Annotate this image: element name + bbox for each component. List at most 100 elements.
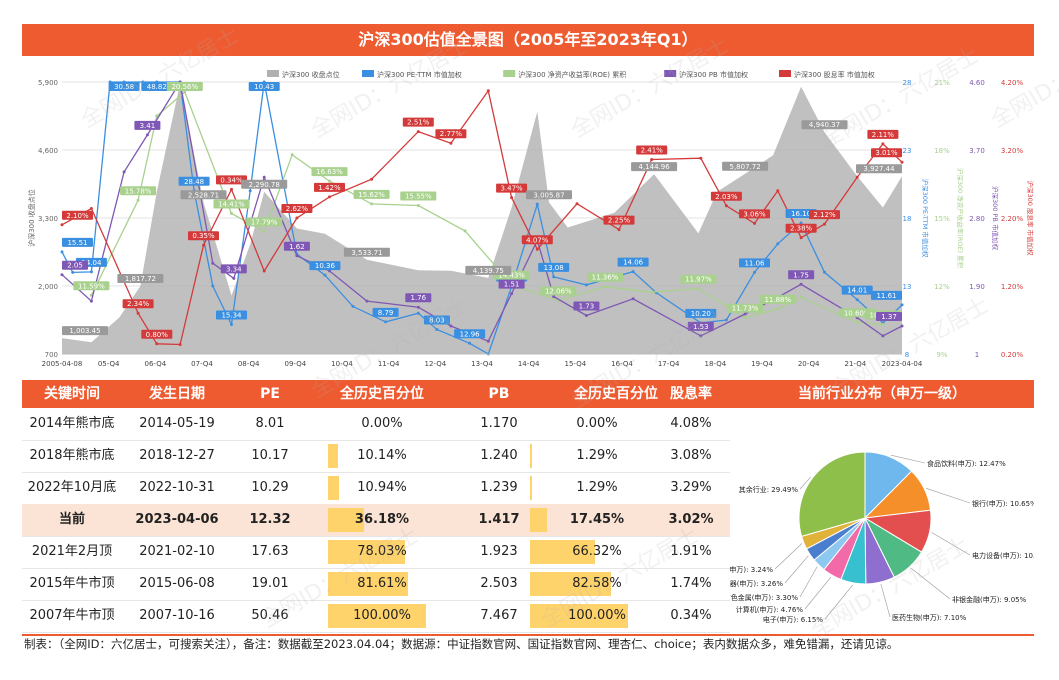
data-label-box [739,209,770,219]
data-label: 14.43% [498,272,525,280]
series-pe-point [584,283,588,287]
data-label-box [122,299,154,309]
series-dy-point [155,342,159,346]
y-axis-label-close: 沪深300 收盘点位 [27,189,36,247]
data-label: 1.53 [693,323,709,331]
series-pe-point [211,284,215,288]
data-label: 1.75 [793,271,809,279]
series-dy-point [416,130,420,134]
footer-note: 制表：（全网ID：六亿居士，可搜索关注），备注：数据截至2023.04.04；数… [24,637,899,651]
table-cell-pe: 50.46 [251,608,289,623]
data-label-box [617,257,649,267]
data-label: 15.78% [125,187,152,195]
series-pb-point [552,295,556,299]
data-label-box [573,301,600,311]
data-label: 8.79 [378,309,394,317]
table-cell-date: 2023-04-06 [135,512,219,527]
legend-swatch [664,70,677,77]
table-cell-pb: 1.239 [480,480,518,495]
series-pe-point [351,304,355,308]
data-label-box [343,247,390,257]
series-roe-point [881,323,885,326]
pie-leader-line [804,576,832,610]
table-header-cell: 全历史百分位 [340,386,424,402]
table-cell-pb-pct: 1.29% [576,448,618,463]
y-tick-close: 4,600 [38,147,58,155]
data-label-box [631,162,678,172]
series-dy-point [535,247,539,251]
legend-label: 沪深300 PE-TTM 市值加权 [377,70,462,79]
percentile-bar [328,540,405,564]
series-roe-point [262,229,266,233]
table-cell-dy: 4.08% [670,416,712,431]
data-label-box [871,148,902,158]
data-label: 20.56% [171,83,198,91]
series-dy-point [136,311,140,315]
series-roe-point [743,316,747,320]
x-tick: 16-Q4 [611,360,633,368]
series-pb-point [743,312,747,316]
data-label: 1,003.45 [69,327,100,335]
data-label-box [498,279,525,289]
table-cell-pb-pct: 100.00% [568,608,626,623]
dashboard-panel: 沪深300估值全景图（2005年至2023年Q1） 沪深300 收盘点位 沪深30… [22,24,1034,652]
data-label: 1,817.72 [125,275,156,283]
page-title: 沪深300估值全景图（2005年至2023年Q1） [22,24,1034,56]
data-label: 17.79% [251,218,278,226]
data-label-box [108,82,140,91]
table-header: 关键时间 发生日期 PE 全历史百分位 PB 全历史百分位 股息率 [22,380,730,408]
series-dy-point [262,269,266,273]
pie-label: 汽车(申万): 3.24% [730,565,773,574]
data-label-box [538,262,570,272]
data-label-box [603,215,635,225]
data-label: 15.51 [67,239,87,247]
table-cell-dy: 3.02% [668,512,714,527]
y-tick-pe: 23 [903,147,912,155]
table-cell-name: 当前 [58,512,85,527]
data-label: 30.58 [114,83,134,91]
data-label-box [739,258,770,268]
data-label: 2.03% [715,193,738,201]
series-dy-point [650,158,654,161]
table-cell-dy: 3.08% [670,448,712,463]
pie-label: 计算机(申万): 4.76% [736,605,804,614]
data-label: 2.11% [872,131,895,139]
y-tick-pb: 2.80 [969,215,985,223]
table-cell-dy: 1.91% [670,544,712,559]
data-label: 3,927.44 [863,165,895,173]
series-pe-point [753,270,756,274]
legend-swatch [267,70,279,77]
series-pe-point [71,270,75,274]
data-label: 3.34 [226,265,242,273]
y-tick-close: 2,000 [38,283,58,291]
series-pb-point [328,269,331,273]
data-label-box [241,179,288,189]
series-dy-point [799,236,803,240]
data-label-box [188,231,219,241]
data-label-box [314,182,345,192]
table-cell-date: 2022-10-31 [139,480,215,495]
pie-label: 有色金属(申万): 3.30% [730,593,798,602]
percentile-bar [328,444,338,468]
data-label: 48.82 [147,83,167,91]
series-roe-point [155,114,159,118]
data-label-box [309,261,341,271]
data-label-box [680,274,717,284]
pie-leader-line [784,555,809,584]
table-row: 2007年牛市顶 2007-10-16 50.46 100.00% 7.467 100.0… [22,600,730,633]
table-cell-name: 2021年2月顶 [31,544,113,559]
data-label: 3.06% [743,210,766,218]
data-label: 14.01 [847,287,867,295]
data-label-box [246,217,283,227]
table-cell-pb: 1.417 [478,512,520,527]
series-dy-point [89,207,93,210]
series-dy-point [575,202,579,206]
data-label: 10.60% [844,309,871,317]
series-pe-point [724,318,728,322]
data-label-box [785,209,817,218]
series-pe-point [855,298,859,302]
series-pb-point [60,273,64,277]
pie-label: 电子(申万): 6.15% [763,615,824,624]
y-tick-pe: 13 [903,283,912,291]
table-header-cell: 发生日期 [149,386,205,402]
